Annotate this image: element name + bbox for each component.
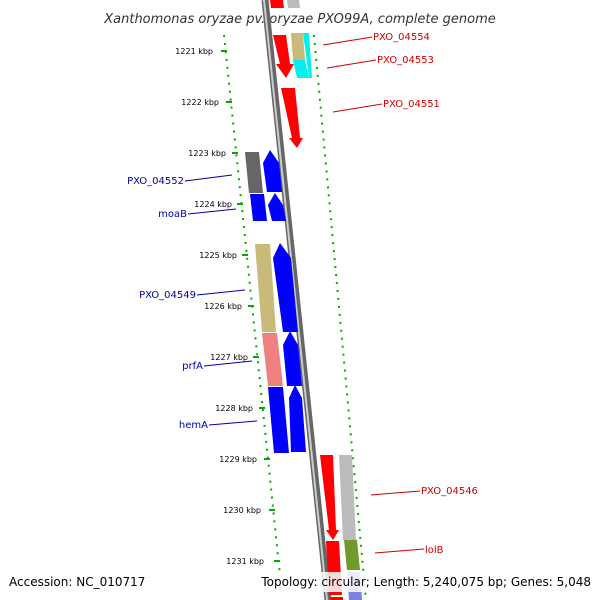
kbp-label: 1231 kbp bbox=[226, 557, 264, 566]
reverse-strand bbox=[245, 150, 306, 453]
map-title: Xanthomonas oryzae pv. oryzae PXO99A, co… bbox=[103, 12, 496, 27]
gene-pxo-04549[interactable] bbox=[273, 243, 298, 332]
leader-line bbox=[374, 548, 425, 554]
gene-prfa-cog bbox=[262, 333, 283, 386]
gene-pxo-04546[interactable] bbox=[320, 455, 339, 540]
gene-fwd-bottom[interactable] bbox=[330, 597, 343, 600]
kbp-label: 1227 kbp bbox=[210, 353, 248, 362]
leader-line bbox=[208, 420, 258, 426]
leader-line bbox=[196, 289, 246, 296]
kbp-label: 1226 kbp bbox=[204, 302, 242, 311]
gene-pxo-04553-cog2 bbox=[293, 60, 309, 78]
leader-line bbox=[322, 36, 373, 46]
gene-label-pxo-04554[interactable]: PXO_04554 bbox=[373, 32, 430, 43]
kbp-scale: 1221 kbp 1222 kbp 1223 kbp 1224 kbp 1225… bbox=[175, 47, 280, 566]
forward-strand bbox=[270, 0, 362, 600]
leader-line bbox=[184, 174, 233, 182]
kbp-label: 1228 kbp bbox=[215, 404, 253, 413]
gene-prfa[interactable] bbox=[283, 331, 302, 386]
accession-text: Accession: NC_010717 bbox=[9, 575, 145, 589]
gene-label-lolb[interactable]: lolB bbox=[425, 545, 444, 556]
gene-pxo-04554[interactable] bbox=[273, 35, 294, 78]
kbp-label: 1229 kbp bbox=[219, 455, 257, 464]
leader-line bbox=[332, 103, 383, 113]
gene-label-hema[interactable]: hemA bbox=[179, 420, 208, 431]
gene-label-prfa[interactable]: prfA bbox=[182, 361, 203, 372]
gene-pxo-04551[interactable] bbox=[281, 88, 303, 148]
genome-backbone-highlight bbox=[263, 0, 328, 600]
gene-pxo-04552-cog bbox=[245, 152, 263, 193]
leader-line bbox=[187, 208, 237, 215]
gene-pxo-04549-cog bbox=[255, 244, 276, 332]
gene-pxo-04552[interactable] bbox=[263, 150, 282, 192]
gene-label-pxo-04551[interactable]: PXO_04551 bbox=[383, 99, 440, 110]
forward-labels: PXO_04554 PXO_04553 PXO_04551 PXO_04546 … bbox=[322, 32, 478, 556]
reverse-labels: PXO_04552 moaB PXO_04549 prfA hemA bbox=[127, 174, 258, 431]
kbp-label: 1224 kbp bbox=[194, 200, 232, 209]
leader-line bbox=[326, 59, 377, 69]
gene-lolb-cog bbox=[344, 540, 360, 570]
kbp-label: 1230 kbp bbox=[223, 506, 261, 515]
genome-summary-text: Topology: circular; Length: 5,240,075 bp… bbox=[260, 575, 591, 589]
gene-fwd-top[interactable] bbox=[270, 0, 284, 8]
gene-pxo-04546-cog bbox=[339, 455, 356, 540]
gene-label-moab[interactable]: moaB bbox=[158, 209, 187, 220]
gene-hema[interactable] bbox=[289, 385, 306, 452]
kbp-label: 1225 kbp bbox=[199, 251, 237, 260]
leader-line bbox=[370, 490, 421, 496]
gene-hema-cog[interactable] bbox=[268, 387, 289, 453]
gene-moab-cog[interactable] bbox=[250, 194, 267, 221]
gene-pxo-04553-cog3 bbox=[303, 33, 312, 78]
gene-moab[interactable] bbox=[268, 193, 286, 221]
leader-line bbox=[203, 360, 253, 367]
kbp-label: 1221 kbp bbox=[175, 47, 213, 56]
gene-label-pxo-04552[interactable]: PXO_04552 bbox=[127, 176, 184, 187]
footer-bg bbox=[0, 572, 600, 592]
ruler-line-right bbox=[313, 34, 367, 600]
kbp-label: 1223 kbp bbox=[188, 149, 226, 158]
gene-label-pxo-04553[interactable]: PXO_04553 bbox=[377, 55, 434, 66]
gene-label-pxo-04546[interactable]: PXO_04546 bbox=[421, 486, 478, 497]
gene-pxo-04553-cog bbox=[291, 33, 305, 60]
kbp-label: 1222 kbp bbox=[181, 98, 219, 107]
gene-cog-top bbox=[287, 0, 300, 8]
gene-label-pxo-04549[interactable]: PXO_04549 bbox=[139, 290, 196, 301]
